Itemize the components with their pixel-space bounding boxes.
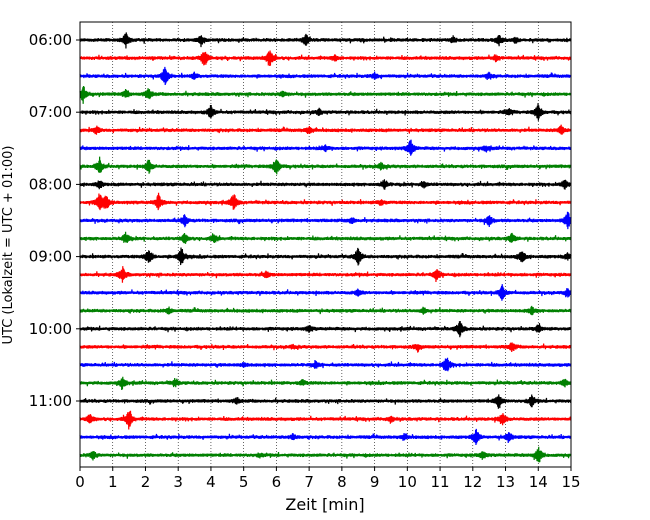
y-tick-label: 06:00 bbox=[29, 31, 72, 49]
x-tick-label: 12 bbox=[463, 473, 482, 491]
x-tick-label: 11 bbox=[431, 473, 450, 491]
trace-0700-line bbox=[79, 103, 572, 121]
x-tick-label: 5 bbox=[239, 473, 249, 491]
x-tick-label: 1 bbox=[108, 473, 118, 491]
y-tick-label: 11:00 bbox=[29, 392, 72, 410]
trace-0630-line bbox=[79, 66, 572, 85]
trace-0915-line bbox=[79, 266, 572, 283]
trace-0730-line bbox=[79, 139, 572, 156]
x-tick-label: 10 bbox=[398, 473, 417, 491]
trace-0645-line bbox=[79, 86, 572, 104]
trace-0930-line bbox=[79, 284, 572, 301]
x-tick-label: 4 bbox=[206, 473, 216, 491]
trace-1100-line bbox=[79, 394, 572, 409]
trace-0815-line bbox=[79, 192, 572, 211]
x-tick-label: 15 bbox=[561, 473, 580, 491]
x-tick-label: 3 bbox=[173, 473, 183, 491]
x-tick-label: 9 bbox=[370, 473, 380, 491]
trace-0715-line bbox=[79, 124, 572, 135]
trace-0800-line bbox=[79, 179, 572, 190]
x-tick-label: 13 bbox=[496, 473, 515, 491]
y-tick-label: 09:00 bbox=[29, 248, 72, 266]
trace-group bbox=[79, 32, 572, 463]
trace-0830-line bbox=[79, 211, 572, 230]
trace-1145-line bbox=[79, 446, 572, 463]
trace-1000-line bbox=[79, 320, 572, 338]
y-tick-label: 08:00 bbox=[29, 175, 72, 193]
trace-1130-line bbox=[79, 428, 572, 446]
y-axis: 06:00 07:00 08:00 09:00 10:00 11:00 bbox=[29, 31, 80, 410]
x-tick-label: 7 bbox=[304, 473, 314, 491]
x-axis-label: Zeit [min] bbox=[285, 495, 364, 514]
trace-1015-line bbox=[79, 342, 572, 353]
x-tick-label: 14 bbox=[529, 473, 548, 491]
x-axis: 0 1 2 3 4 5 6 7 8 9 10 11 12 13 14 15 bbox=[75, 467, 581, 491]
x-tick-label: 8 bbox=[337, 473, 347, 491]
y-tick-label: 10:00 bbox=[29, 320, 72, 338]
trace-0845-line bbox=[79, 231, 572, 244]
x-tick-label: 6 bbox=[272, 473, 282, 491]
y-tick-label: 07:00 bbox=[29, 103, 72, 121]
y-axis-label: UTC (Lokalzeit = UTC + 01:00) bbox=[1, 146, 16, 345]
trace-0945-line bbox=[79, 305, 572, 316]
trace-1045-line bbox=[79, 376, 572, 390]
plot-frame bbox=[79, 21, 572, 468]
trace-0615-line bbox=[79, 50, 572, 66]
trace-0745-line bbox=[79, 156, 572, 175]
trace-1030-line bbox=[79, 357, 572, 372]
trace-0900-line bbox=[79, 247, 572, 266]
x-tick-label: 2 bbox=[141, 473, 151, 491]
x-tick-label: 0 bbox=[75, 473, 85, 491]
trace-1115-line bbox=[79, 410, 572, 430]
trace-0600-line bbox=[79, 32, 572, 49]
